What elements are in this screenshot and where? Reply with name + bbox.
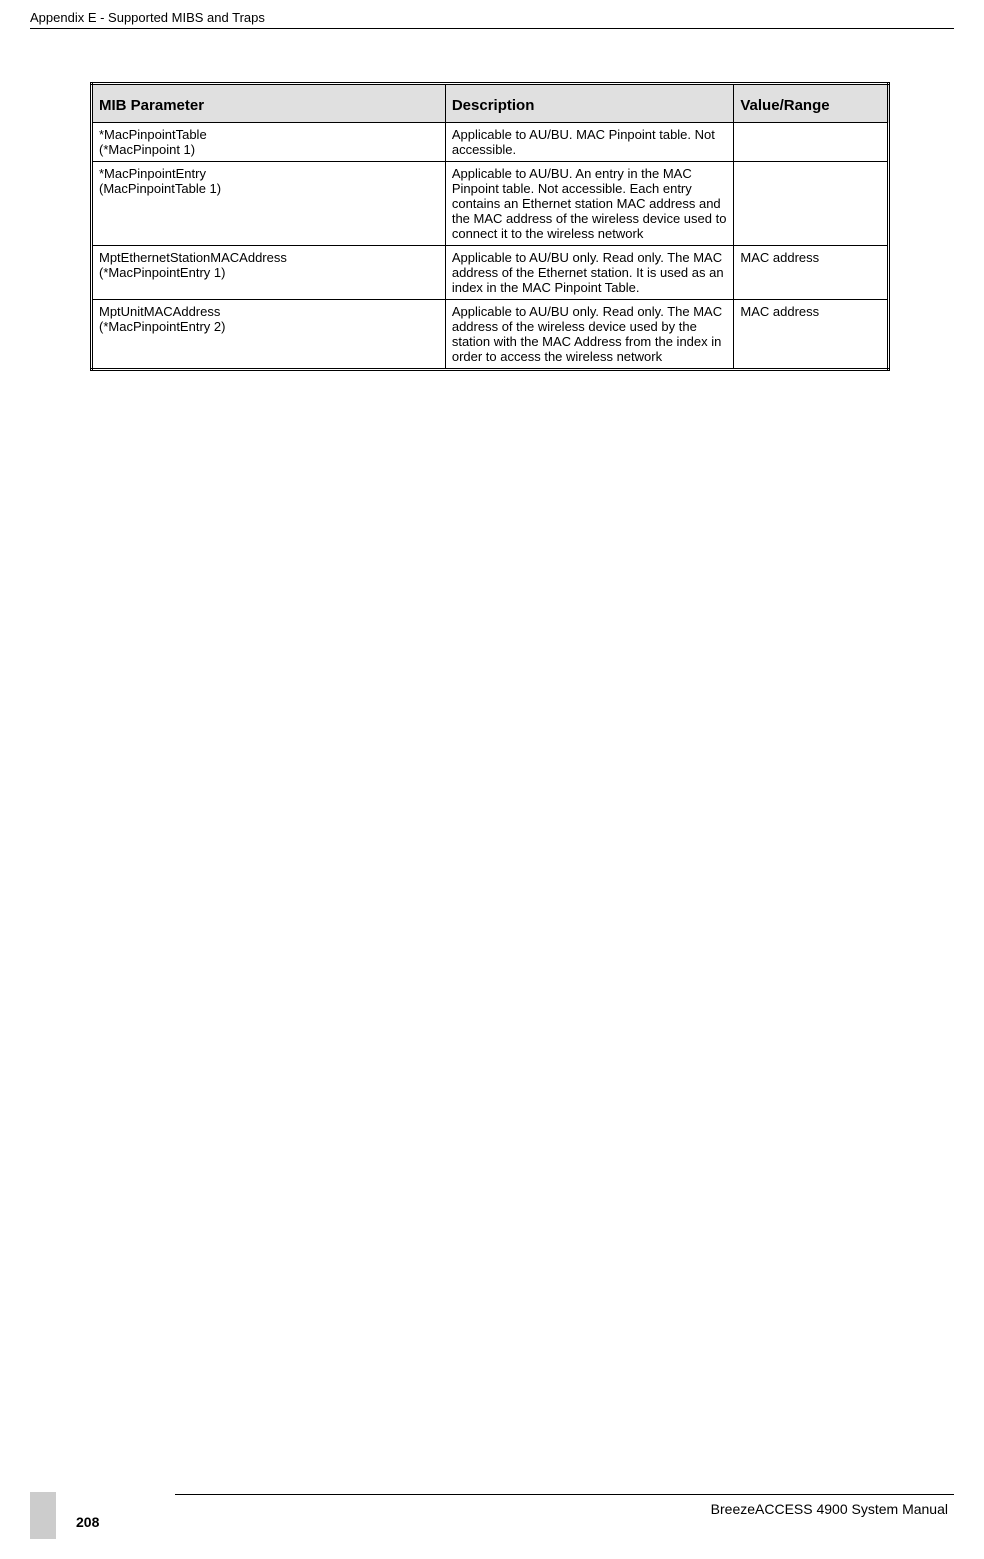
cell-desc: Applicable to AU/BU. MAC Pinpoint table.… (445, 123, 734, 162)
cell-range (734, 123, 889, 162)
col-header-param: MIB Parameter (92, 84, 446, 123)
cell-desc: Applicable to AU/BU. An entry in the MAC… (445, 162, 734, 246)
cell-param: *MacPinpointEntry (MacPinpointTable 1) (92, 162, 446, 246)
table-row: *MacPinpointTable (*MacPinpoint 1) Appli… (92, 123, 889, 162)
header-title: Appendix E - Supported MIBS and Traps (30, 10, 265, 25)
cell-range (734, 162, 889, 246)
table-row: MptEthernetStationMACAddress (*MacPinpoi… (92, 246, 889, 300)
cell-range: MAC address (734, 246, 889, 300)
footer-product: BreezeACCESS 4900 System Manual (711, 1501, 948, 1517)
cell-param: MptUnitMACAddress (*MacPinpointEntry 2) (92, 300, 446, 370)
cell-param: MptEthernetStationMACAddress (*MacPinpoi… (92, 246, 446, 300)
page-number-gray-bar (30, 1492, 56, 1539)
cell-range: MAC address (734, 300, 889, 370)
page-number-box: 208 (30, 1492, 170, 1539)
table-header-row: MIB Parameter Description Value/Range (92, 84, 889, 123)
table-row: *MacPinpointEntry (MacPinpointTable 1) A… (92, 162, 889, 246)
cell-desc: Applicable to AU/BU only. Read only. The… (445, 246, 734, 300)
footer-divider (175, 1494, 954, 1495)
col-header-desc: Description (445, 84, 734, 123)
cell-desc: Applicable to AU/BU only. Read only. The… (445, 300, 734, 370)
cell-param: *MacPinpointTable (*MacPinpoint 1) (92, 123, 446, 162)
table-row: MptUnitMACAddress (*MacPinpointEntry 2) … (92, 300, 889, 370)
header-divider (30, 28, 954, 29)
page-number: 208 (56, 1492, 99, 1539)
mib-table: MIB Parameter Description Value/Range *M… (90, 82, 890, 371)
col-header-range: Value/Range (734, 84, 889, 123)
